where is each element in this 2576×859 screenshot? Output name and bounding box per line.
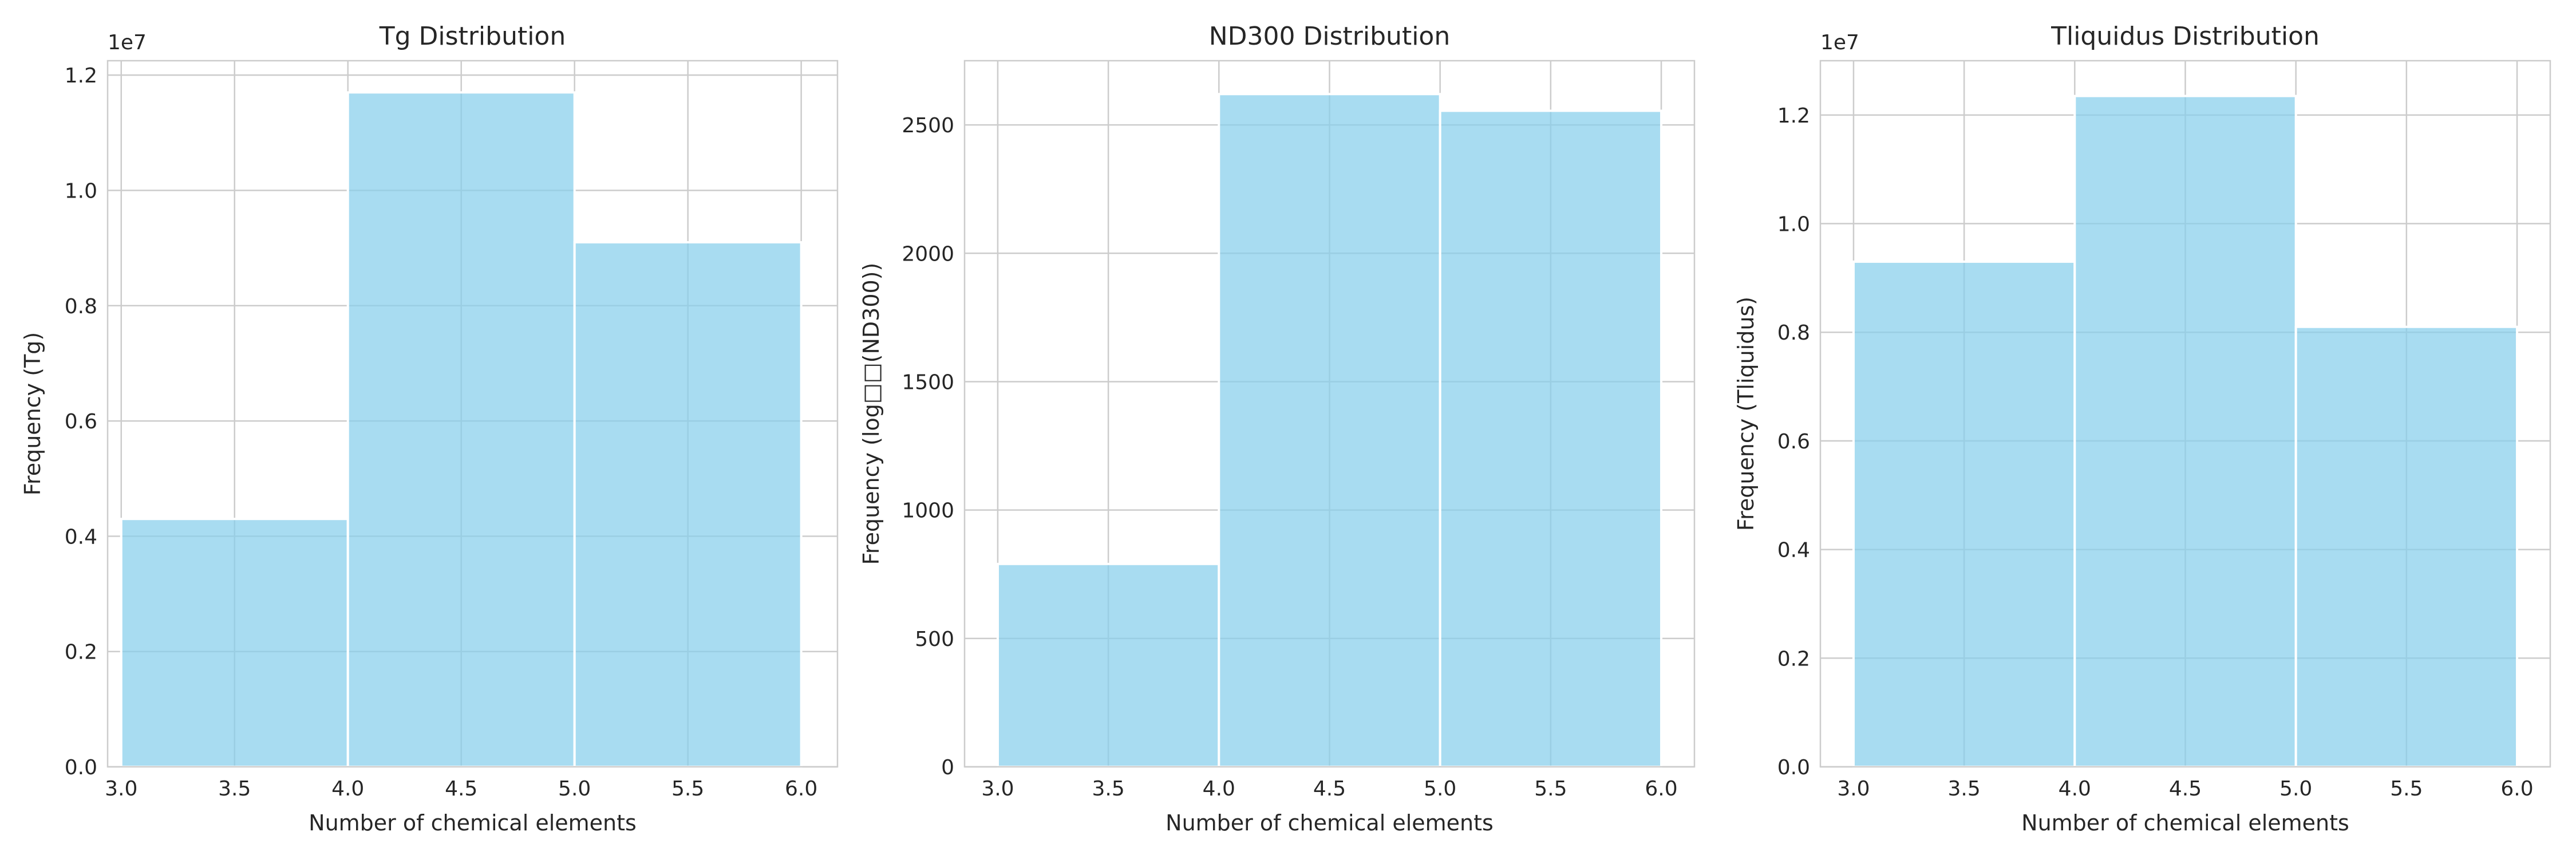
y-tick-label: 1.0 [1777,213,1810,237]
y-tick-label: 0.2 [1777,647,1810,671]
x-axis-label: Number of chemical elements [1165,810,1494,836]
y-tick-label: 1.0 [65,179,97,203]
x-tick-label: 4.5 [445,777,477,801]
x-tick-label: 3.5 [1092,777,1125,801]
x-tick-label: 5.5 [2390,777,2423,801]
x-tick-label: 4.5 [2169,777,2202,801]
x-tick-label: 4.0 [1203,777,1235,801]
tliquidus-distribution-panel: 3.0 3.5 4.0 4.5 5.0 5.5 6.0 0.0 0.2 0.4 0.6 0.8 1.0 1… [1733,22,2551,836]
y-tick-label: 0.8 [65,295,97,318]
y-tick-label: 1500 [902,371,954,394]
y-offset-text: 1e7 [1820,31,1859,54]
y-axis-label: Frequency (log□□(ND300)) [859,263,884,565]
x-tick-label: 5.0 [1424,777,1456,801]
x-tick-label: 5.0 [2279,777,2312,801]
y-axis-label: Frequency (Tliquidus) [1733,297,1759,531]
x-tick-label: 6.0 [2500,777,2533,801]
plot-frame [963,60,1696,768]
y-tick-label: 0.0 [1777,756,1810,779]
y-tick-label: 2000 [902,242,954,266]
x-tick-label: 3.5 [218,777,251,801]
y-offset-text: 1e7 [108,31,147,54]
x-axis-label: Number of chemical elements [2021,810,2349,836]
y-tick-label: 1000 [902,499,954,523]
x-tick-label: 6.0 [1645,777,1677,801]
nd300-distribution-panel: 3.0 3.5 4.0 4.5 5.0 5.5 6.0 0 500 1000 1500 2000 250… [859,22,1696,836]
plot-frame [1819,60,2551,768]
chart-title: Tg Distribution [379,22,566,51]
histogram-bar [120,518,349,768]
histogram-bar [996,562,1220,768]
histogram-bar [346,91,576,769]
y-tick-label: 0.6 [1777,430,1810,454]
y-tick-label: 500 [915,628,954,651]
chart-title: Tliquidus Distribution [2050,22,2320,51]
histogram-bar [2073,94,2297,768]
x-tick-label: 5.5 [1534,777,1567,801]
y-tick-label: 1.2 [65,64,97,88]
x-tick-label: 4.0 [331,777,364,801]
y-tick-label: 0.4 [65,525,97,549]
x-tick-label: 6.0 [785,777,817,801]
tg-distribution-panel: 3.0 3.5 4.0 4.5 5.0 5.5 6.0 0.0 0.2 0.4 0.6 0.8 1.0 1… [20,22,839,836]
x-tick-label: 3.5 [1948,777,1981,801]
histogram-bar [573,241,803,768]
chart-title: ND300 Distribution [1209,22,1450,51]
histogram-bar [2294,325,2519,768]
y-tick-label: 0.8 [1777,321,1810,345]
x-tick-label: 4.0 [2059,777,2091,801]
x-tick-label: 5.5 [671,777,704,801]
y-tick-label: 0.4 [1777,539,1810,562]
x-axis-label: Number of chemical elements [309,810,637,836]
y-axis-label: Frequency (Tg) [20,332,45,495]
y-tick-label: 0.0 [65,756,97,779]
y-tick-label: 2500 [902,114,954,137]
y-tick-label: 0.2 [65,641,97,664]
x-tick-label: 3.0 [981,777,1014,801]
y-tick-label: 0.6 [65,410,97,434]
y-tick-label: 0 [941,756,954,779]
y-tick-label: 1.2 [1777,104,1810,128]
histogram-bar [1218,93,1441,769]
x-tick-label: 3.0 [1837,777,1870,801]
x-tick-label: 4.5 [1313,777,1346,801]
x-tick-label: 5.0 [558,777,591,801]
histogram-bar [1852,260,2076,768]
plot-frame [106,60,839,768]
histogram-bar [1439,109,1663,768]
x-tick-label: 3.0 [105,777,137,801]
